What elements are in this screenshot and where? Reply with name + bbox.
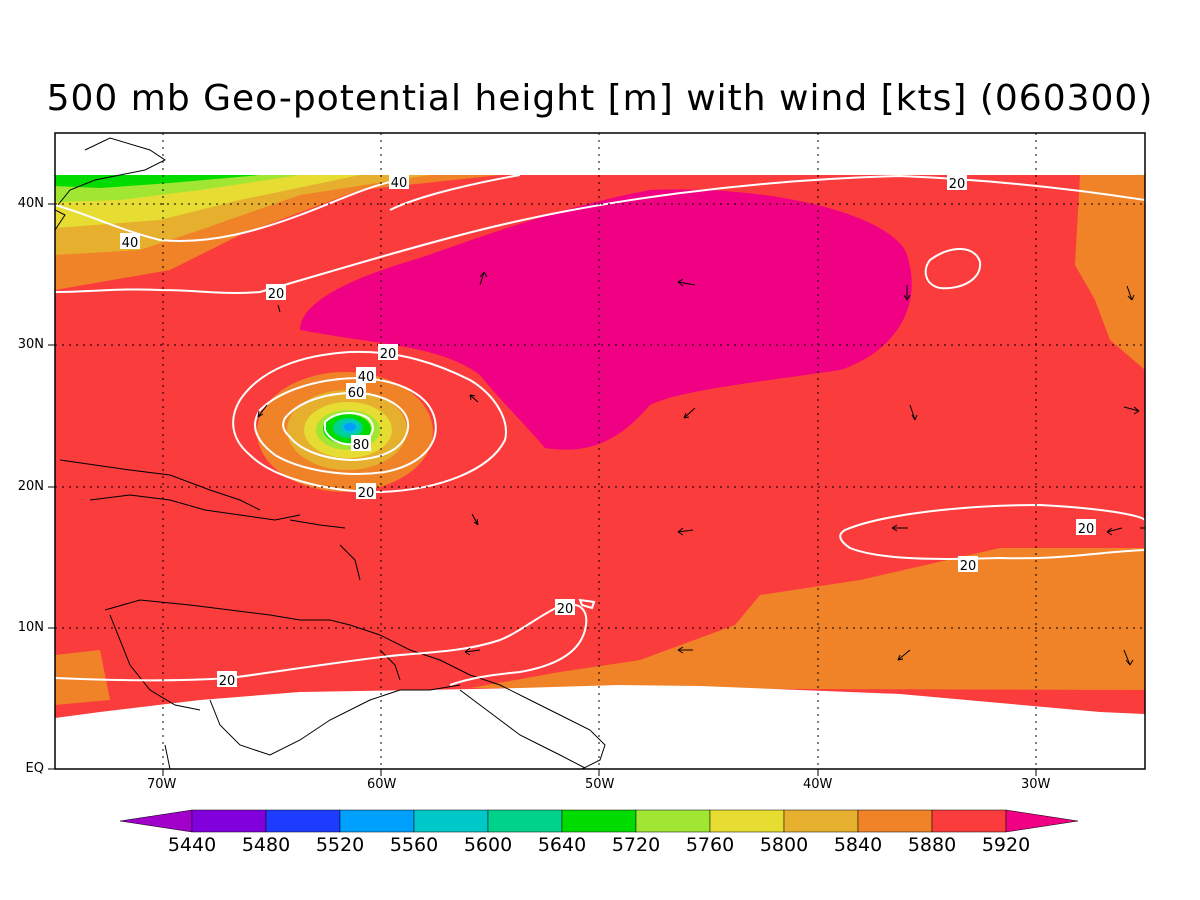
- contour-label-bg: [389, 173, 409, 189]
- contour-label: 20: [1078, 522, 1095, 537]
- colorbar-box: [339, 809, 415, 833]
- contour-label-bg: [378, 344, 398, 360]
- map-title: 500 mb Geo-potential height [m] with win…: [46, 78, 1154, 119]
- colorbar-label: 5560: [389, 834, 439, 856]
- x-tick-label: 50W: [585, 777, 615, 792]
- colorbar-box: [265, 809, 341, 833]
- contour-label: 20: [380, 347, 397, 362]
- plot-frame: [54, 132, 1146, 770]
- colorbar-box: [931, 809, 1007, 833]
- contour-label: 20: [960, 559, 977, 574]
- colorbar-label: 5480: [241, 834, 291, 856]
- y-tick-label: 10N: [17, 620, 44, 635]
- colorbar-box: [857, 809, 933, 833]
- fill-5920-high: [300, 189, 912, 450]
- contour-label-bg: [346, 383, 366, 399]
- colorbar-label: 5880: [907, 834, 957, 856]
- contour-label: 20: [557, 602, 574, 617]
- colorbar-label: 5800: [759, 834, 809, 856]
- fill-5840-se: [470, 548, 1145, 690]
- x-tick-label: 60W: [367, 777, 397, 792]
- colorbar-box: [635, 809, 711, 833]
- grid-lines: [55, 133, 1145, 769]
- colorbar-label: 5760: [685, 834, 735, 856]
- colorbar-label: 5520: [315, 834, 365, 856]
- colorbar-label: 5640: [537, 834, 587, 856]
- colorbar-under-triangle: [119, 809, 193, 833]
- contour-label: 80: [353, 438, 370, 453]
- contour-label-bg: [958, 556, 978, 572]
- contour-label: 40: [122, 236, 139, 251]
- contour-label: 60: [348, 386, 365, 401]
- contour-label: 20: [219, 674, 236, 689]
- colorbar-label: 5920: [981, 834, 1031, 856]
- contour-label-bg: [947, 174, 967, 190]
- colorbar-over-triangle: [1005, 809, 1079, 833]
- contour-label: 20: [268, 287, 285, 302]
- y-tick-label: 30N: [17, 337, 44, 352]
- y-tick-label: EQ: [25, 761, 44, 776]
- colorbar-box: [487, 809, 563, 833]
- fill-5560-low: [344, 423, 356, 431]
- colorbar-label: 5600: [463, 834, 513, 856]
- y-tick-label: 20N: [17, 479, 44, 494]
- contour-label-bg: [266, 284, 286, 300]
- coastlines: [55, 137, 606, 769]
- colorbar-label: 5840: [833, 834, 883, 856]
- contour-label-bg: [555, 599, 575, 615]
- height-field: [55, 137, 1145, 769]
- x-tick-label: 70W: [147, 777, 177, 792]
- contour-label-bg: [1076, 519, 1096, 535]
- contour-label-bg: [351, 435, 371, 451]
- colorbar-box: [561, 809, 637, 833]
- colorbar-box: [709, 809, 785, 833]
- colorbar-box: [783, 809, 859, 833]
- contour-label: 20: [949, 177, 966, 192]
- contour-label: 40: [391, 176, 408, 191]
- fill-5840-east: [1075, 175, 1145, 370]
- colorbar-label: 5720: [611, 834, 661, 856]
- wind-arrows: [257, 271, 1145, 666]
- colorbar-label: 5440: [167, 834, 217, 856]
- contour-label: 20: [358, 486, 375, 501]
- x-tick-label: 40W: [803, 777, 833, 792]
- colorbar-box: [191, 809, 267, 833]
- contour-label-bg: [356, 483, 376, 499]
- x-tick-label: 30W: [1021, 777, 1051, 792]
- contour-label-bg: [356, 367, 376, 383]
- colorbar-box: [413, 809, 489, 833]
- tick-marks: [48, 203, 1037, 776]
- fill-5840-sw: [55, 650, 110, 705]
- contour-label-bg: [217, 671, 237, 687]
- contour-label: 40: [358, 370, 375, 385]
- colorbar: [119, 809, 1079, 833]
- contour-label-bg: [120, 233, 140, 249]
- y-tick-label: 40N: [17, 196, 44, 211]
- missing-data-region: [55, 685, 1145, 769]
